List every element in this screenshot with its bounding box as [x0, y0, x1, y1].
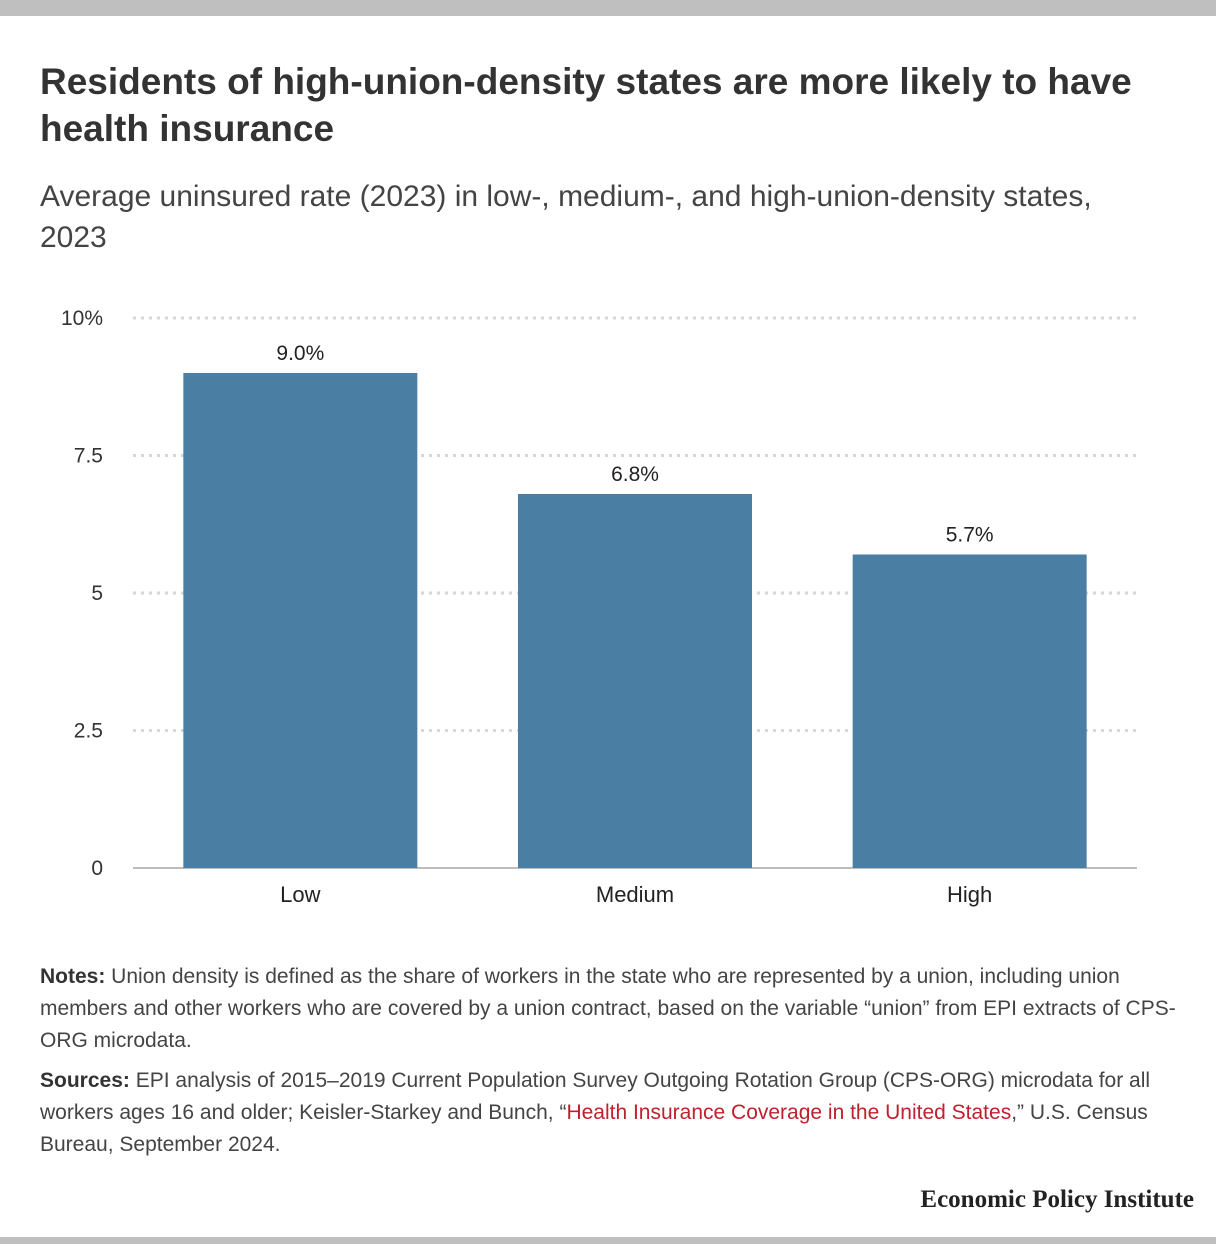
- data-label: 6.8%: [611, 463, 659, 486]
- x-tick-label: High: [947, 882, 992, 907]
- sources-link[interactable]: Health Insurance Coverage in the United …: [566, 1101, 1012, 1124]
- chart-title: Residents of high-union-density states a…: [40, 61, 1132, 149]
- y-tick-label: 7.5: [74, 445, 103, 468]
- labels: 0 2.5 5 7.5 10% 9.0% Low 6.8% Medium 5.7% High: [61, 307, 994, 907]
- x-tick-label: Low: [280, 882, 320, 907]
- notes-text: Union density is defined as the share of…: [40, 965, 1176, 1052]
- footer-logo: Economic Policy Institute: [920, 1186, 1194, 1213]
- bar-chart: 0 2.5 5 7.5 10% 9.0% Low 6.8% Medium 5.7% High: [61, 307, 1137, 907]
- bars: [183, 373, 1087, 868]
- data-label: 5.7%: [946, 524, 994, 547]
- bar-medium: [518, 494, 752, 868]
- y-tick-label: 0: [91, 857, 103, 880]
- y-tick-label: 2.5: [74, 720, 103, 743]
- y-tick-label: 5: [91, 582, 103, 605]
- top-rule: [0, 0, 1216, 16]
- sources-text-before: EPI analysis of 2015–2019 Current Popula…: [40, 1069, 1151, 1124]
- notes-section: Notes: Union density is defined as the s…: [40, 961, 1190, 1169]
- sources-label: Sources:: [40, 1069, 130, 1092]
- bar-high: [852, 554, 1087, 868]
- chart-subtitle: Average uninsured rate (2023) in low-, m…: [40, 180, 1092, 254]
- sources-paragraph: Sources: EPI analysis of 2015–2019 Curre…: [40, 1065, 1190, 1161]
- bottom-rule: [0, 1237, 1216, 1244]
- bar-low: [183, 373, 418, 868]
- y-tick-label: 10%: [61, 307, 103, 330]
- data-label: 9.0%: [276, 342, 324, 365]
- sources-text-after: ,” U.S. Census Bureau, September 2024.: [40, 1101, 1148, 1156]
- notes-paragraph: Notes: Union density is defined as the s…: [40, 961, 1190, 1057]
- x-tick-label: Medium: [596, 882, 674, 907]
- notes-label: Notes:: [40, 965, 106, 988]
